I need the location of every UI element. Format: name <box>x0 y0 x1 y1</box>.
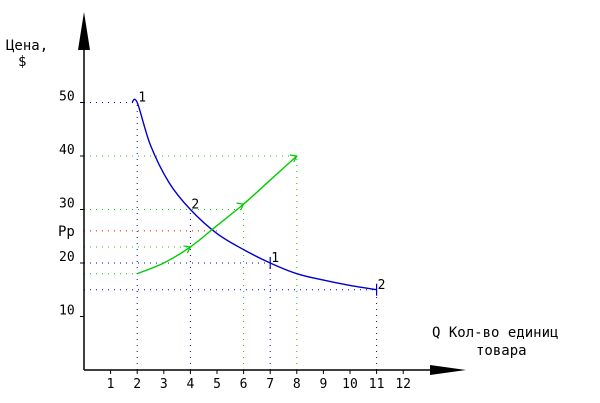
x-axis-label: Q Кол-во единиц <box>432 325 558 341</box>
x-tick-label-9: 9 <box>319 377 327 392</box>
x-axis-label-line2: товара <box>476 343 527 359</box>
y-tick-label-40: 40 <box>59 143 75 158</box>
x-tick-label-8: 8 <box>293 377 301 392</box>
x-tick-label-7: 7 <box>266 377 274 392</box>
y-axis-label: Цена, <box>6 38 48 54</box>
point-labels: 1 2 1 2 <box>138 91 385 293</box>
y-tick-label-30: 30 <box>59 197 75 212</box>
y-tick-label-50: 50 <box>59 90 75 105</box>
supply-curve <box>136 155 298 275</box>
point-label-2: 1 <box>271 251 279 266</box>
y-axis-unit: $ <box>18 54 26 70</box>
guide-lines <box>84 102 378 370</box>
series-lines <box>131 98 378 296</box>
x-tick-label-2: 2 <box>133 377 141 392</box>
y-axis-arrow <box>78 12 90 50</box>
x-tick-label-1: 1 <box>107 377 115 392</box>
demand-curve <box>131 98 377 291</box>
x-axis-arrow <box>430 365 466 375</box>
x-tick-label-4: 4 <box>186 377 194 392</box>
axes <box>78 12 466 375</box>
supply-arrow-1 <box>236 202 245 211</box>
point-label-1: 2 <box>191 198 199 213</box>
point-label-0: 1 <box>138 91 146 106</box>
supply-arrow-2 <box>289 154 298 163</box>
y-tick-label-20: 20 <box>59 250 75 265</box>
x-tick-label-5: 5 <box>213 377 221 392</box>
x-tick-label-3: 3 <box>160 377 168 392</box>
equilibrium-price-label: Pр <box>58 224 75 240</box>
x-tick-label-10: 10 <box>342 377 358 392</box>
x-tick-label-6: 6 <box>240 377 248 392</box>
point-label-3: 2 <box>378 278 386 293</box>
x-tick-label-11: 11 <box>369 377 385 392</box>
x-tick-label-12: 12 <box>395 377 411 392</box>
y-tick-label-10: 10 <box>59 304 75 319</box>
supply-arrow-0 <box>183 245 192 254</box>
